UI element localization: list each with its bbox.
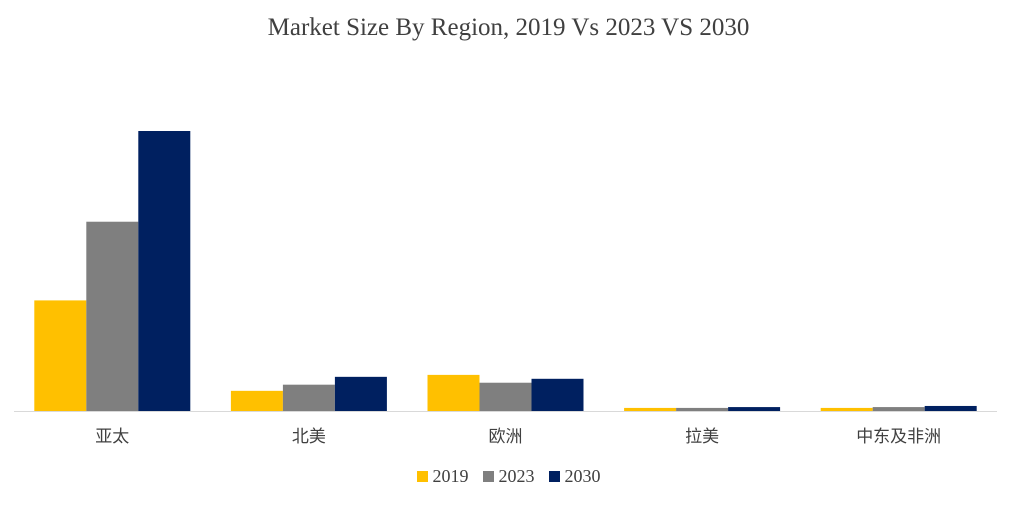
bar-2030-0 — [138, 131, 191, 411]
bar-2023-1 — [282, 384, 335, 411]
bar-2030-4 — [924, 405, 977, 411]
bar-2023-4 — [872, 407, 925, 411]
chart-title: Market Size By Region, 2019 Vs 2023 VS 2… — [267, 14, 750, 41]
bar-2023-0 — [86, 221, 139, 411]
legend-item-2019: 2019 — [416, 466, 469, 487]
bar-2023-2 — [479, 382, 532, 411]
x-tick-label-3: 拉美 — [685, 427, 719, 447]
x-tick-label-0: 亚太 — [95, 427, 129, 447]
legend-label-2023: 2023 — [498, 466, 535, 486]
legend: 2019 2023 2030 — [0, 466, 1017, 487]
bar-2019-4 — [820, 407, 873, 411]
x-tick-label-1: 北美 — [292, 427, 326, 447]
x-tick-label-4: 中东及非洲 — [856, 427, 941, 447]
bar-2019-0 — [34, 300, 87, 411]
legend-label-2030: 2030 — [564, 466, 601, 486]
bar-2030-1 — [334, 376, 387, 411]
bar-2019-2 — [427, 374, 480, 411]
bar-2030-2 — [531, 378, 584, 411]
bar-2019-1 — [230, 390, 283, 411]
x-tick-labels: 亚太 北美 欧洲 拉美 中东及非洲 — [95, 427, 941, 447]
legend-item-2023: 2023 — [482, 466, 535, 487]
legend-item-2030: 2030 — [548, 466, 601, 487]
x-tick-label-2: 欧洲 — [489, 427, 523, 447]
bars-group — [34, 131, 977, 411]
legend-swatch-2023 — [482, 471, 494, 482]
legend-swatch-2030 — [548, 471, 560, 482]
legend-swatch-2019 — [416, 471, 428, 482]
bar-2019-3 — [624, 407, 677, 411]
bar-2030-3 — [728, 407, 781, 411]
legend-label-2019: 2019 — [432, 466, 469, 486]
bar-2023-3 — [676, 407, 729, 411]
